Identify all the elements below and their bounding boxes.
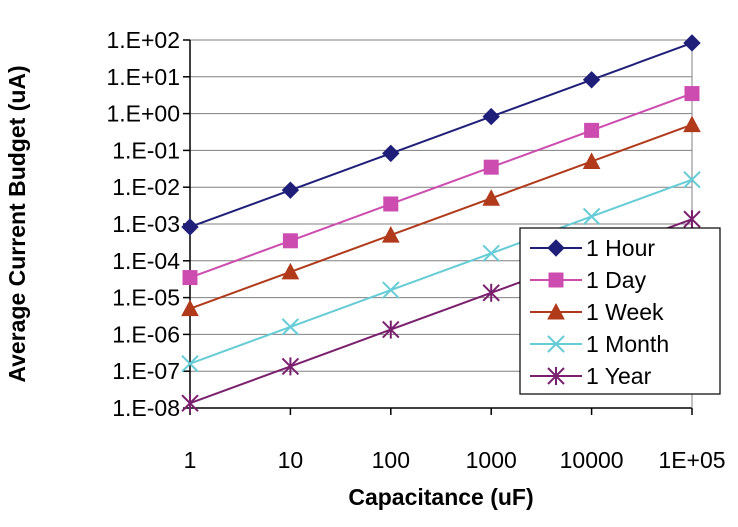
y-tick-label: 1.E+00 [106, 101, 180, 127]
y-tick-label: 1.E-02 [112, 174, 180, 200]
x-marker [181, 354, 199, 373]
diamond-marker [281, 181, 300, 199]
y-tick-label: 1.E-08 [112, 395, 180, 421]
x-marker [281, 318, 300, 336]
x-marker [482, 244, 500, 262]
legend-label: 1 Week [586, 299, 664, 325]
series-1-hour [181, 34, 701, 236]
star-marker [281, 357, 300, 376]
diamond-marker [181, 218, 199, 236]
legend-label: 1 Hour [586, 235, 655, 261]
y-tick-label: 1.E-07 [112, 358, 180, 384]
x-tick-label: 100 [372, 447, 410, 473]
star-marker [482, 283, 500, 302]
square-marker [383, 196, 399, 212]
y-tick-label: 1.E-01 [112, 137, 180, 163]
diamond-marker [547, 239, 565, 257]
series-line [189, 123, 693, 310]
triangle-marker [181, 299, 199, 317]
star-marker [683, 210, 701, 229]
y-tick-labels: 1.E+02 1.E+01 1.E+00 1.E-01 1.E-02 1.E-03 1.E-… [106, 27, 180, 421]
legend-item: 1 Week [530, 299, 664, 325]
diamond-marker [683, 34, 701, 52]
legend-item: 1 Month [530, 331, 669, 357]
square-marker [182, 270, 198, 286]
x-axis-title: Capacitance (uF) [348, 484, 533, 510]
triangle-marker [547, 302, 565, 320]
y-tick-label: 1.E-03 [112, 211, 180, 237]
series-group [181, 34, 701, 413]
y-tick-label: 1.E-05 [112, 285, 180, 311]
square-marker [282, 233, 298, 249]
x-marker [382, 281, 400, 299]
square-marker [584, 122, 600, 138]
triangle-marker [582, 152, 601, 169]
x-marker [582, 207, 601, 226]
x-marker [547, 335, 565, 353]
x-marker [683, 170, 701, 189]
legend-item: 1 Hour [530, 235, 655, 261]
y-axis-title: Average Current Budget (uA) [4, 65, 30, 382]
series-line [189, 42, 693, 228]
y-tick-label: 1.E-04 [112, 248, 180, 274]
star-marker [382, 320, 400, 339]
x-tick-label: 1E+05 [658, 447, 725, 473]
square-marker [548, 272, 564, 288]
x-tick-labels: 1 10 100 1000 10000 1E+05 [184, 447, 726, 473]
x-tick-label: 10 [278, 447, 304, 473]
x-tick-label: 10000 [560, 447, 624, 473]
triangle-marker [683, 115, 701, 133]
x-tick-label: 1 [184, 447, 197, 473]
legend-label: 1 Month [586, 331, 669, 357]
legend-label: 1 Day [586, 267, 647, 293]
y-tick-label: 1.E+02 [106, 27, 180, 53]
y-tick-label: 1.E-06 [112, 321, 180, 347]
x-tick-label: 1000 [466, 447, 517, 473]
square-marker [684, 86, 700, 102]
triangle-marker [482, 189, 501, 206]
star-marker [181, 394, 199, 413]
triangle-marker [281, 262, 300, 280]
legend: 1 Hour 1 Day 1 Week 1 Month 1 Year [519, 227, 721, 395]
legend-item: 1 Day [530, 267, 647, 293]
series-1-month [181, 170, 701, 373]
series-line [189, 92, 693, 279]
diamond-marker [382, 144, 400, 163]
legend-label: 1 Year [586, 363, 652, 389]
diamond-marker [482, 107, 500, 126]
series-line [189, 178, 693, 365]
star-marker [547, 367, 565, 385]
series-1-week [181, 115, 701, 317]
series-1-day [182, 86, 700, 286]
triangle-marker [381, 226, 400, 243]
diamond-marker [582, 71, 601, 89]
square-marker [483, 159, 499, 175]
y-tick-label: 1.E+01 [106, 64, 180, 90]
legend-item: 1 Year [530, 363, 652, 389]
